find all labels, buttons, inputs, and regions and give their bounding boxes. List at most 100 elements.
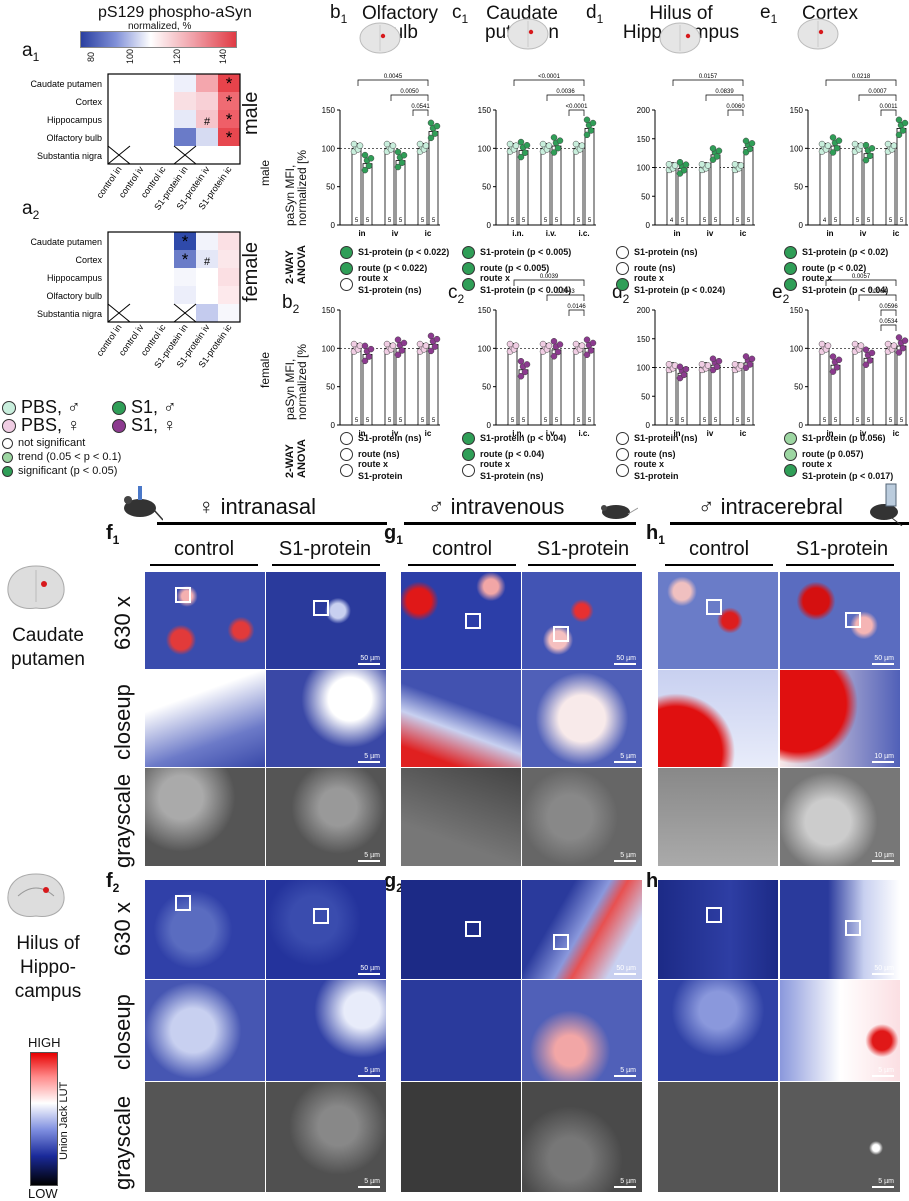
category-label: in [826, 429, 833, 438]
micrograph-grayscale-hilus-s1: 5 µm [266, 1082, 386, 1192]
n-label: 5 [834, 418, 838, 424]
pbs-male-marker [2, 400, 16, 415]
anova-term: S1-protein (p < 0.04) [480, 433, 567, 443]
s1-male-marker [112, 400, 126, 415]
heatmap-male-cell [152, 92, 174, 110]
heatmap-female-marker: # [204, 256, 211, 268]
heatmap-female-cell [130, 286, 152, 304]
data-point [829, 149, 837, 156]
n-label: 5 [522, 418, 526, 424]
n-label: 5 [388, 418, 392, 424]
bar [417, 147, 428, 226]
heatmap-female-marker: * [182, 232, 189, 251]
anova-dot [340, 463, 353, 477]
ytick-label: 150 [637, 335, 651, 344]
route-intravenous: ♂ intravenous [428, 494, 565, 519]
heatmap-female-cell [196, 304, 218, 322]
anova-term: route (ns) [634, 449, 676, 459]
roi-box [175, 895, 191, 911]
category-label: ic [893, 229, 900, 238]
scale-bar-label: 5 µm [364, 1067, 380, 1074]
row-closeup-1: closeup [110, 684, 135, 760]
bar [584, 127, 595, 226]
bar [666, 167, 677, 226]
heatmap-title: pS129 phospho-aSyn [98, 4, 252, 21]
heatmap-female-cell [108, 268, 130, 286]
panel-a1-label: a1 [22, 40, 40, 64]
scale-bar [614, 663, 636, 665]
col-s1-g: S1-protein [536, 538, 630, 560]
data-point [427, 134, 435, 142]
data-point [539, 140, 547, 148]
heatmap-female-cell [174, 250, 196, 268]
data-point [578, 142, 586, 149]
data-point [682, 161, 690, 168]
p-value-label: <0.0001 [538, 74, 561, 80]
data-point [545, 342, 553, 349]
mouse-intravenous-icon [601, 505, 638, 519]
micrograph-closeup-caudate-control [145, 670, 265, 767]
data-point [676, 363, 684, 371]
data-point [521, 149, 529, 157]
ytick-label: 150 [478, 306, 492, 315]
n-label: 5 [856, 218, 860, 224]
data-point [833, 144, 841, 152]
route-intracerebral: ♂ intracerebral [698, 494, 843, 519]
scale-bar-label: 10 µm [874, 753, 894, 760]
roi-box [313, 600, 329, 616]
anova-anova_male-0: S1-protein (p < 0.022) route (p < 0.022) r… [340, 244, 449, 295]
scale-bar [614, 860, 636, 862]
micrograph-630x-hilus-control [658, 880, 778, 979]
data-point [350, 340, 358, 348]
p-value-label: 0.0043 [556, 289, 575, 295]
scale-bar-label: 5 µm [620, 1067, 636, 1074]
legend-s1-male: S1, ♂ [131, 397, 177, 417]
micrograph-grayscale-caudate-s1: 10 µm [780, 768, 900, 866]
anova-term: S1-protein (p 0.056) [802, 433, 886, 443]
data-point [899, 127, 907, 134]
n-label: 5 [577, 218, 581, 224]
ytick-label: 200 [637, 106, 651, 115]
micrograph-630x-caudate-s1: 50 µm [780, 572, 900, 669]
n-label: 5 [588, 218, 592, 224]
data-point [583, 336, 591, 343]
data-point [835, 137, 843, 144]
row-grayscale-1: grayscale [110, 773, 135, 868]
data-point [554, 144, 562, 152]
data-point [539, 340, 547, 348]
heatmap-male-cell [108, 92, 130, 110]
bar [885, 147, 896, 226]
bar [863, 153, 874, 226]
anova-dot [784, 277, 797, 291]
data-point [589, 119, 597, 127]
anova-dot [616, 447, 629, 461]
micrograph-grayscale-caudate-control [401, 768, 521, 866]
bar [710, 364, 721, 426]
bar [819, 347, 830, 426]
n-label: 5 [366, 418, 370, 424]
heatmap-male-cell [218, 146, 240, 164]
data-point [523, 361, 531, 368]
ytick-label: 50 [326, 383, 335, 392]
data-point [665, 161, 673, 168]
roi-box [465, 613, 481, 629]
heatmap-female-cell [152, 250, 174, 268]
micrograph-grayscale-hilus-control [401, 1082, 521, 1192]
ytick-label: 100 [790, 344, 804, 353]
p-value-label: 0.0039 [540, 274, 559, 280]
heatmap-male-marker: * [226, 110, 233, 129]
bar [395, 347, 406, 426]
ytick-label: 100 [478, 144, 492, 153]
heatmap-male-cell [174, 92, 196, 110]
heatmap-male-cell [196, 92, 218, 110]
category-label: in [673, 229, 680, 238]
category-label: iv [392, 229, 399, 238]
heatmap-male-cell [218, 92, 240, 110]
p-value-label: 0.0050 [400, 89, 419, 95]
n-label: 5 [555, 418, 559, 424]
heatmap-female-cell [174, 268, 196, 286]
data-point [895, 334, 903, 341]
data-point [367, 345, 375, 353]
data-point [506, 140, 514, 148]
